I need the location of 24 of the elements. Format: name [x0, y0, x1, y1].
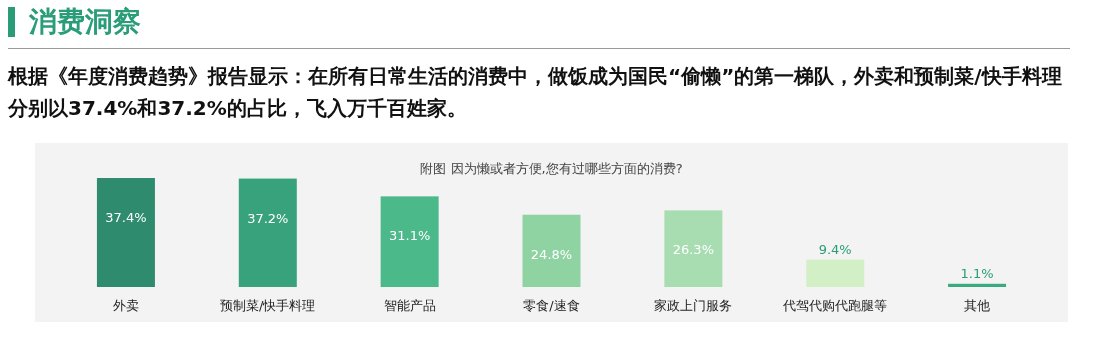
data-label: 1.1%	[960, 265, 994, 281]
chart-title: 消费洞察	[29, 4, 141, 40]
data-label: 31.1%	[388, 228, 431, 244]
x-tick-label: 预制菜/快手料理	[220, 298, 316, 313]
bar	[806, 259, 865, 287]
data-label: 37.2%	[247, 210, 289, 226]
bar	[948, 283, 1007, 287]
data-label: 26.3%	[672, 242, 715, 258]
bar	[96, 178, 155, 287]
bar	[380, 196, 439, 287]
x-tick-label: 家政上门服务	[654, 298, 733, 313]
bar	[664, 210, 723, 287]
data-label: 37.4%	[105, 210, 147, 225]
x-tick-label: 代驾代购代跑腿等	[782, 298, 888, 313]
x-tick-label: 其他	[964, 298, 991, 313]
data-label: 9.4%	[818, 241, 852, 257]
x-tick-label: 零食/速食	[523, 298, 580, 313]
x-tick-label: 智能产品	[383, 298, 436, 313]
data-label: 24.8%	[530, 246, 573, 262]
x-tick-label: 外卖	[112, 298, 139, 313]
text: 附图 因为懒或者方便,您有过哪些方面的消费?	[420, 161, 683, 176]
chart-subtitle: 根据《年度消费趋势》报告显示：在所有日常生活的消费中，做饭成为国民“偷懒”的第一梯队，外卖和预制菜/快手料理分别以37.4%和37.2%的占比，飞入万千百姓家。	[8, 63, 1063, 122]
bar	[522, 214, 581, 287]
bar	[238, 178, 297, 287]
